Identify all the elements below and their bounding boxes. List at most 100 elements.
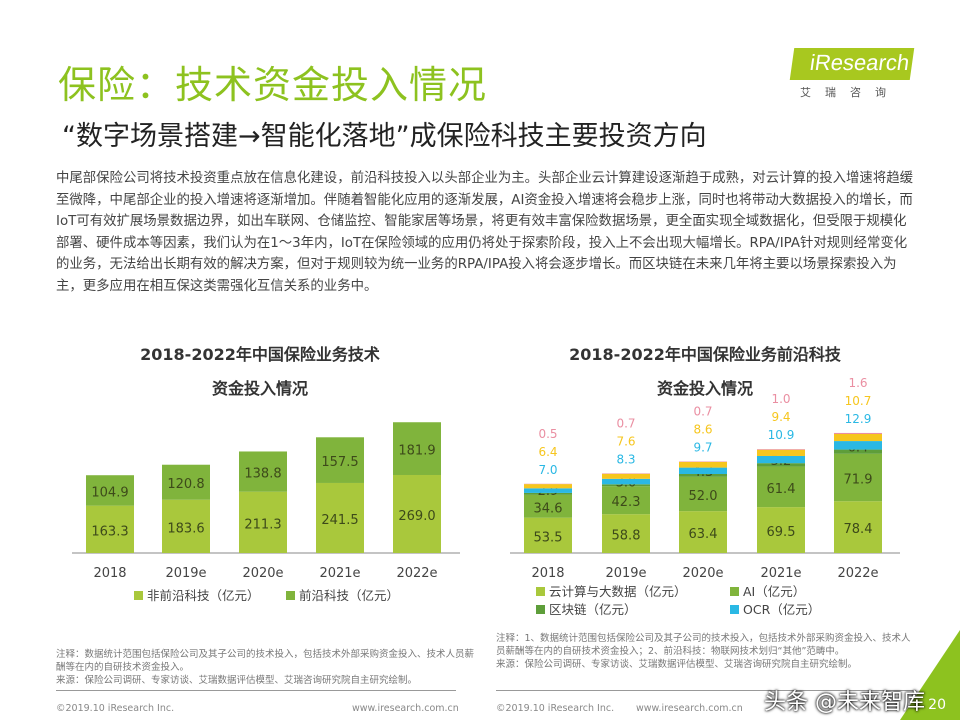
bar-segment (757, 455, 805, 464)
bar-segment (239, 491, 287, 553)
bar-segment (316, 437, 364, 483)
x-tick-label: 2018 (531, 566, 564, 581)
bar-segment (679, 476, 727, 512)
chart-left-title-line2: 资金投入情况 (211, 379, 308, 398)
data-label: 120.8 (167, 477, 204, 492)
bar-segment (679, 473, 727, 477)
legend-swatch (730, 605, 739, 614)
data-label: 63.4 (689, 527, 718, 542)
bar-segment (162, 499, 210, 553)
x-tick-label: 2020e (242, 566, 283, 581)
data-label: 1.0 (771, 392, 790, 406)
logo-cn: 艾瑞咨询 (800, 86, 900, 99)
data-label: 9.7 (693, 440, 712, 454)
bar-segment (524, 517, 572, 553)
divider-left (56, 690, 456, 691)
page-subtitle: “数字场景搭建→智能化落地”成保险科技主要投资方向 (62, 121, 707, 152)
page-title: 保险：技术资金投入情况 (58, 63, 488, 107)
data-label: 10.7 (845, 394, 872, 408)
chart-left-title-line1: 2018-2022年中国保险业务技术 (140, 345, 380, 364)
data-label: 71.9 (844, 473, 873, 488)
x-tick-label: 2018 (93, 566, 126, 581)
data-label: 53.5 (534, 530, 563, 545)
x-tick-label: 2019e (165, 566, 206, 581)
x-tick-label: 2019e (605, 566, 646, 581)
data-label: 0.7 (693, 404, 712, 418)
data-label: 8.3 (616, 452, 635, 466)
bar-segment (602, 478, 650, 485)
url-left: www.iresearch.com.cn (352, 703, 459, 714)
legend-label: 云计算与大数据（亿元） (549, 584, 687, 599)
bar-segment (524, 492, 572, 495)
bar-segment (393, 422, 441, 475)
body-paragraph: 中尾部保险公司将技术投资重点放在信息化建设，前沿科技投入以头部企业为主。头部企业… (56, 171, 913, 294)
notes-left: 注释：数据统计范围包括保险公司及其子公司的技术投入，包括技术外部采购资金投入、技… (56, 648, 476, 687)
legend-swatch (286, 591, 295, 600)
data-label: 78.4 (844, 522, 873, 537)
data-label: 181.9 (398, 444, 435, 459)
bar-segment (834, 441, 882, 450)
notes-right: 注释：1、数据统计范围包括保险公司及其子公司的技术投入，包括技术外部采购资金投入… (496, 632, 916, 671)
data-label: 42.3 (612, 495, 641, 510)
data-label: 7.0 (538, 463, 557, 477)
data-label: 183.6 (167, 521, 204, 536)
x-tick-label: 2020e (682, 566, 723, 581)
legend-label: AI（亿元） (743, 584, 805, 599)
chart-right-title-line2: 资金投入情况 (656, 379, 753, 398)
data-label: 1.6 (848, 376, 867, 390)
data-label: 104.9 (91, 485, 128, 500)
url-right: www.iresearch.com.cn (636, 703, 743, 714)
bar-segment (679, 461, 727, 468)
bar-segment (86, 475, 134, 506)
bar-segment (757, 507, 805, 553)
bar-segment (757, 463, 805, 467)
legend-swatch (536, 605, 545, 614)
data-label: 61.4 (767, 482, 796, 497)
bar-segment (524, 488, 572, 493)
bar-segment (162, 464, 210, 500)
bar-segment (602, 514, 650, 553)
bar-segment (524, 484, 572, 489)
bar-segment (757, 449, 805, 450)
legend-swatch (536, 587, 545, 596)
x-tick-label: 2022e (837, 566, 878, 581)
data-label: 157.5 (321, 455, 358, 470)
legend-label: 区块链（亿元） (549, 602, 637, 617)
bar-segment (602, 486, 650, 515)
watermark: 头条 @未来智库 (764, 690, 925, 715)
chart-right-title: 2018-2022年中国保险业务前沿科技 资金投入情况 (520, 338, 890, 406)
iresearch-logo: iResearch 艾瑞咨询 (789, 48, 915, 100)
page-number: 20 (928, 697, 946, 713)
data-label: 211.3 (244, 517, 281, 532)
divider-right (496, 690, 916, 691)
bar-segment (834, 501, 882, 553)
bar-segment (602, 473, 650, 479)
x-tick-label: 2022e (396, 566, 437, 581)
bar-segment (757, 449, 805, 456)
data-label: 6.4 (538, 445, 557, 459)
data-label: 52.0 (689, 489, 718, 504)
source-left: 来源：保险公司调研、专家访谈、艾瑞数据评估模型、艾瑞咨询研究院自主研究绘制。 (56, 675, 418, 686)
data-label: 34.6 (534, 501, 563, 516)
bar-segment (834, 449, 882, 454)
legend-label: OCR（亿元） (743, 602, 820, 617)
data-label: 9.4 (771, 410, 790, 424)
bar-segment (86, 505, 134, 553)
data-label: 138.8 (244, 467, 281, 482)
data-label: 58.8 (612, 529, 641, 544)
legend-swatch (730, 587, 739, 596)
bar-segment (834, 453, 882, 502)
data-label: 241.5 (321, 513, 358, 528)
data-label: 69.5 (767, 525, 796, 540)
bar-segment (524, 494, 572, 518)
bar-segment (239, 451, 287, 492)
legend-swatch (134, 591, 143, 600)
chart-right-title-line1: 2018-2022年中国保险业务前沿科技 (569, 345, 841, 364)
data-label: 10.9 (768, 428, 795, 442)
data-label: 0.7 (616, 416, 635, 430)
data-label: 8.6 (693, 422, 712, 436)
note-right: 注释：1、数据统计范围包括保险公司及其子公司的技术投入，包括技术外部采购资金投入… (496, 633, 911, 657)
corner-decoration (900, 630, 960, 720)
